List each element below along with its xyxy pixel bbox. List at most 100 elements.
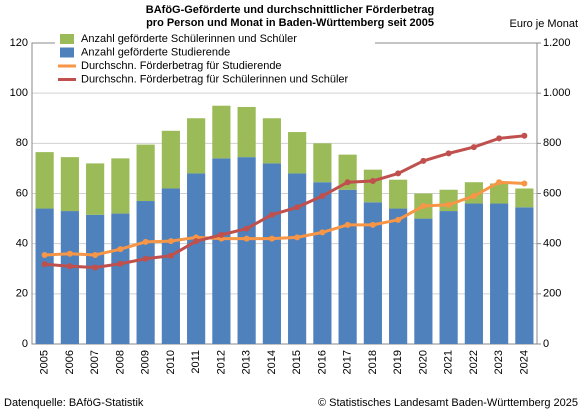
bar <box>161 188 180 344</box>
line <box>44 180 525 257</box>
point <box>420 203 427 210</box>
bar <box>363 202 382 344</box>
bar <box>414 218 433 344</box>
point <box>167 238 174 245</box>
point <box>294 204 301 211</box>
point <box>395 170 402 177</box>
x-tick-label: 2024 <box>518 350 530 374</box>
point <box>344 179 351 186</box>
x-tick-label: 2021 <box>443 350 455 374</box>
bar <box>389 208 408 344</box>
bar <box>136 144 155 202</box>
x-tick-label: 2019 <box>392 350 404 374</box>
x-tick-label: 2006 <box>64 350 76 374</box>
bar <box>515 207 534 344</box>
x-tick-label: 2018 <box>367 350 379 374</box>
point <box>193 238 200 245</box>
bar <box>86 214 105 344</box>
x-tick-label: 2017 <box>342 350 354 374</box>
bar <box>288 132 307 174</box>
point <box>117 260 124 267</box>
point <box>496 179 503 186</box>
x-tick-label: 2013 <box>241 350 253 374</box>
bar <box>60 157 79 212</box>
point <box>369 221 376 228</box>
bar <box>288 173 307 344</box>
x-tick-label: 2009 <box>140 350 152 374</box>
y-tick-label: 80 <box>16 137 28 149</box>
copyright: © Statistisches Landesamt Baden-Württemb… <box>318 397 578 409</box>
y2-axis-label: Euro je Monat <box>510 18 578 30</box>
point <box>344 221 351 228</box>
bar <box>187 118 206 174</box>
bar <box>35 152 54 209</box>
point <box>167 252 174 259</box>
bar <box>262 163 281 344</box>
y2-tick-label: 600 <box>543 187 561 199</box>
point <box>395 216 402 223</box>
y2-tick-label: 1.000 <box>543 87 571 99</box>
point <box>92 264 99 271</box>
x-tick-label: 2005 <box>39 350 51 374</box>
legend-box <box>55 32 375 88</box>
y2-tick-label: 800 <box>543 137 561 149</box>
point <box>319 193 326 200</box>
bar <box>262 118 281 164</box>
x-tick-label: 2011 <box>190 350 202 374</box>
bar <box>161 130 180 189</box>
y2-tick-label: 200 <box>543 288 561 300</box>
point <box>319 229 326 236</box>
legend-label: Anzahl geförderte Studierende <box>81 46 230 58</box>
y-tick-label: 60 <box>16 187 28 199</box>
point <box>92 251 99 258</box>
point <box>66 250 73 257</box>
point <box>445 201 452 208</box>
y-tick-label: 100 <box>10 87 28 99</box>
bar <box>212 158 231 344</box>
point <box>420 157 427 164</box>
x-tick-label: 2020 <box>417 350 429 374</box>
point <box>521 132 528 139</box>
point <box>218 231 225 238</box>
x-tick-label: 2007 <box>89 350 101 374</box>
point <box>243 235 250 242</box>
x-tick-label: 2014 <box>266 350 278 374</box>
bar <box>111 158 130 214</box>
legend-swatch <box>60 47 74 58</box>
x-tick-label: 2023 <box>493 350 505 374</box>
bar <box>490 183 509 204</box>
point <box>142 255 149 262</box>
point <box>445 150 452 157</box>
point <box>268 235 275 242</box>
bar <box>338 189 357 344</box>
y-tick-label: 120 <box>10 37 28 49</box>
bar <box>313 143 332 183</box>
y2-tick-label: 400 <box>543 238 561 250</box>
bar <box>237 157 256 344</box>
point <box>496 135 503 142</box>
bar <box>237 106 256 158</box>
legend-label: Anzahl geförderte Schülerinnen und Schül… <box>81 33 297 45</box>
bar <box>60 211 79 344</box>
x-tick-label: 2012 <box>215 350 227 374</box>
chart-title: BAföG-Geförderte und durchschnittlicher … <box>146 4 434 16</box>
bar <box>439 211 458 344</box>
point <box>470 144 477 151</box>
y-tick-label: 0 <box>22 338 28 350</box>
x-tick-label: 2016 <box>316 350 328 374</box>
bar <box>439 189 458 212</box>
bar <box>86 163 105 215</box>
x-tick-label: 2010 <box>165 350 177 374</box>
legend-swatch <box>60 34 74 44</box>
bar <box>363 169 382 203</box>
point <box>41 261 48 268</box>
point <box>117 246 124 253</box>
point <box>369 177 376 184</box>
bar <box>389 179 408 209</box>
x-tick-label: 2008 <box>114 350 126 374</box>
bar <box>515 188 534 208</box>
y-tick-label: 40 <box>16 238 28 250</box>
legend-label: Durchschn. Förderbetrag für Schülerinnen… <box>81 73 349 85</box>
y2-tick-label: 0 <box>543 338 549 350</box>
